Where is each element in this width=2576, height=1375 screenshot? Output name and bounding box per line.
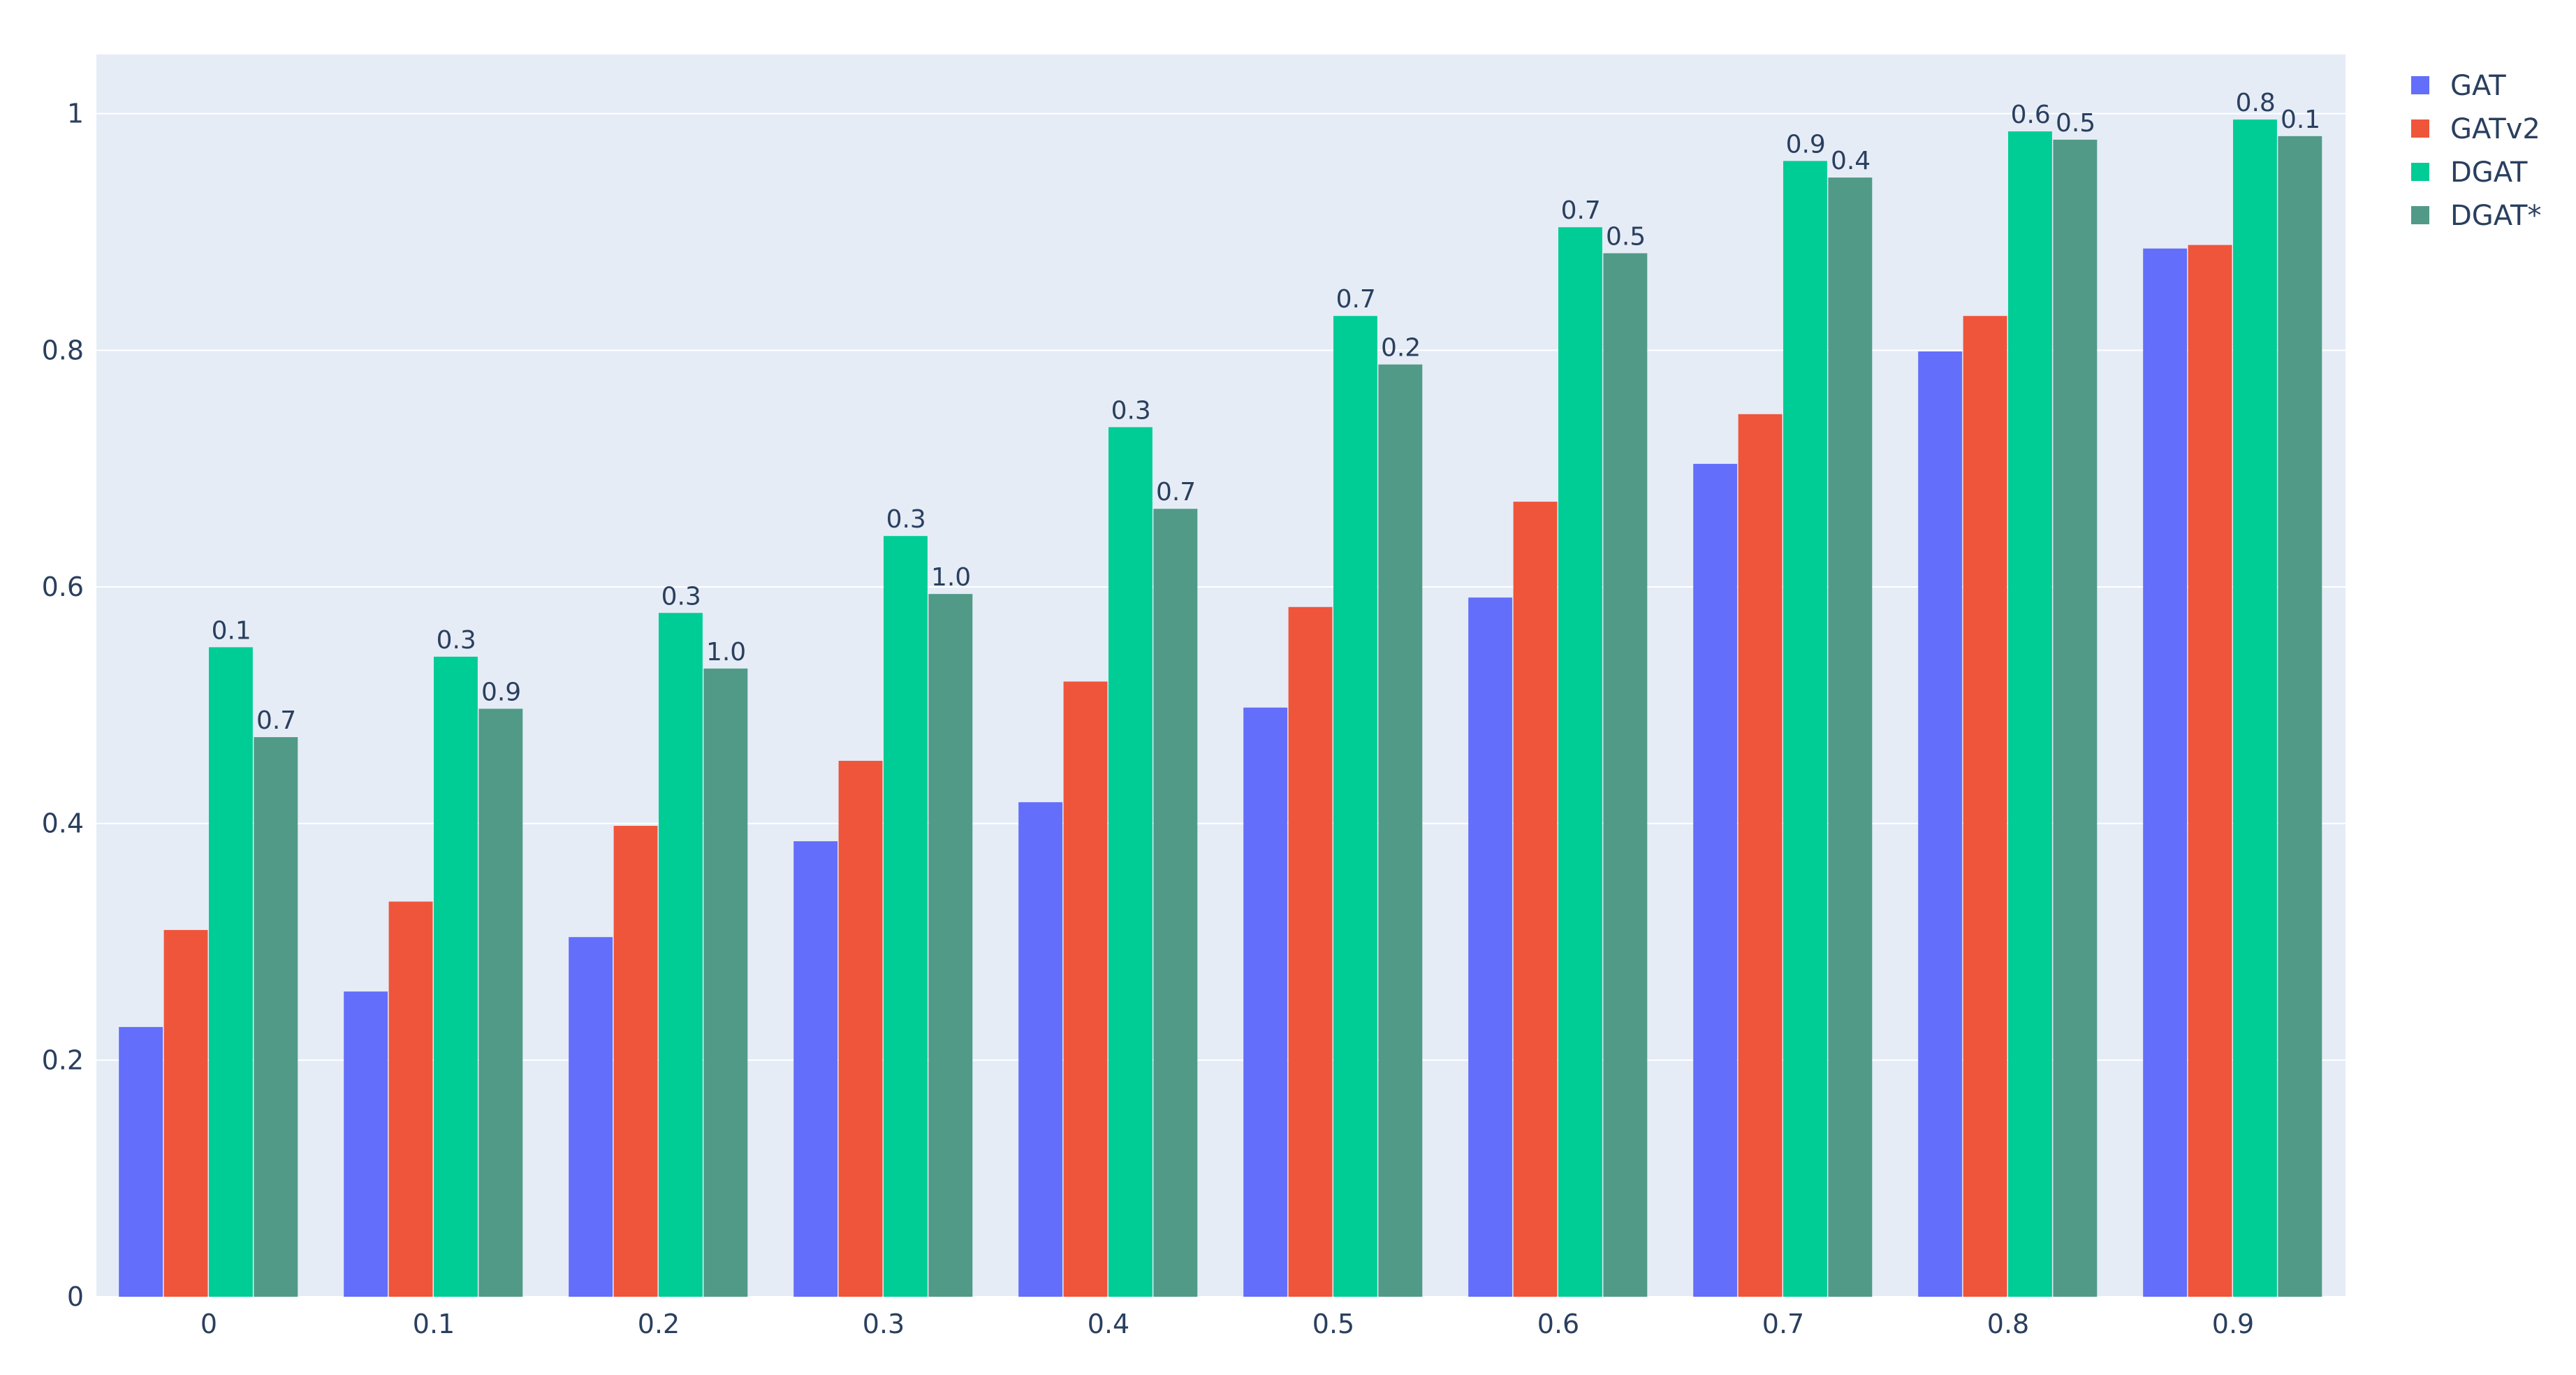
bar-dgat xyxy=(1333,316,1377,1297)
bar-data-label: 0.3 xyxy=(437,626,476,655)
bar-data-label: 1.0 xyxy=(931,563,971,592)
bar-gat xyxy=(1243,707,1288,1297)
legend-label: DGAT xyxy=(2450,157,2528,189)
bar-gat xyxy=(1693,463,1738,1297)
bar-dgat-star xyxy=(703,668,748,1297)
bar-dgat xyxy=(2233,119,2277,1297)
bar-gatv2 xyxy=(838,760,883,1297)
bar-gat xyxy=(119,1026,163,1297)
legend-label: GAT xyxy=(2450,70,2506,102)
legend-swatch xyxy=(2411,119,2429,138)
x-tick-label: 0.1 xyxy=(413,1309,455,1339)
x-tick-label: 0 xyxy=(200,1309,217,1339)
bar-data-label: 0.5 xyxy=(1606,222,1646,251)
bar-gatv2 xyxy=(1963,316,2007,1297)
bar-data-label: 0.3 xyxy=(661,582,701,611)
x-axis-ticks: 0 0.1 0.2 0.3 0.4 0.5 0.6 0.7 0.8 0.9 xyxy=(200,1309,2254,1339)
legend-item[interactable]: DGAT xyxy=(2411,157,2528,189)
bar-data-label: 0.7 xyxy=(1156,478,1196,507)
bar-data-label: 0.7 xyxy=(256,706,296,735)
legend-item[interactable]: DGAT* xyxy=(2411,200,2542,232)
bar-gatv2 xyxy=(1063,681,1108,1297)
legend-swatch xyxy=(2411,163,2429,181)
legend-item[interactable]: GAT xyxy=(2411,70,2506,102)
bar-data-label: 0.5 xyxy=(2056,109,2095,138)
bar-gat xyxy=(569,937,613,1297)
bar-data-label: 0.4 xyxy=(1831,147,1871,175)
bar-dgat xyxy=(1108,427,1152,1297)
bar-dgat-star xyxy=(254,737,298,1297)
bar-gat xyxy=(1018,802,1063,1297)
data-labels: 0.10.70.30.90.31.00.31.00.30.70.70.20.70… xyxy=(212,89,2321,735)
bar-dgat xyxy=(209,647,253,1297)
y-tick-label: 0.6 xyxy=(42,572,84,602)
bar-data-label: 0.1 xyxy=(212,616,251,645)
bar-dgat xyxy=(659,613,703,1297)
x-tick-label: 0.6 xyxy=(1537,1309,1579,1339)
y-tick-label: 0.4 xyxy=(42,808,84,839)
bar-gat xyxy=(1918,351,1963,1297)
bar-dgat xyxy=(434,656,478,1297)
bar-data-label: 0.2 xyxy=(1381,334,1421,363)
legend-item[interactable]: GATv2 xyxy=(2411,113,2540,145)
bar-dgat xyxy=(1558,227,1602,1297)
bar-dgat xyxy=(884,536,928,1297)
bar-data-label: 0.8 xyxy=(2236,89,2276,117)
bar-dgat-star xyxy=(1378,364,1423,1297)
bar-data-label: 0.9 xyxy=(1786,130,1826,159)
bar-dgat-star xyxy=(478,708,523,1297)
bar-data-label: 0.7 xyxy=(1561,196,1601,225)
bar-data-label: 1.0 xyxy=(706,638,746,667)
x-tick-label: 0.7 xyxy=(1762,1309,1804,1339)
bar-gat xyxy=(793,841,838,1297)
legend-swatch xyxy=(2411,76,2429,94)
bar-dgat-star xyxy=(1828,177,1873,1297)
bar-data-label: 0.1 xyxy=(2281,106,2320,134)
bar-data-label: 0.7 xyxy=(1336,285,1376,314)
bar-dgat-star xyxy=(928,594,973,1297)
bar-gatv2 xyxy=(388,901,433,1297)
legend[interactable]: GAT GATv2 DGAT DGAT* xyxy=(2411,70,2542,232)
x-tick-label: 0.8 xyxy=(1987,1309,2029,1339)
x-tick-label: 0.4 xyxy=(1088,1309,1129,1339)
bar-gat xyxy=(344,991,388,1297)
bar-gat xyxy=(2143,248,2188,1297)
x-tick-label: 0.9 xyxy=(2212,1309,2254,1339)
bar-gatv2 xyxy=(1513,502,1558,1297)
y-tick-label: 1 xyxy=(67,99,84,129)
bar-dgat-star xyxy=(2053,139,2098,1297)
bar-data-label: 0.6 xyxy=(2011,101,2051,129)
y-tick-label: 0.8 xyxy=(42,335,84,365)
bar-gat xyxy=(1468,597,1513,1297)
x-tick-label: 0.3 xyxy=(863,1309,905,1339)
y-axis-ticks: 0 0.2 0.4 0.6 0.8 1 xyxy=(42,99,84,1312)
bar-dgat-star xyxy=(1153,509,1198,1297)
legend-label: DGAT* xyxy=(2450,200,2542,232)
bar-gatv2 xyxy=(613,826,658,1297)
bar-gatv2 xyxy=(1738,414,1783,1297)
y-tick-label: 0.2 xyxy=(42,1045,84,1075)
bar-dgat-star xyxy=(1603,253,1648,1297)
x-tick-label: 0.5 xyxy=(1312,1309,1354,1339)
legend-label: GATv2 xyxy=(2450,113,2540,145)
bar-gatv2 xyxy=(1288,606,1333,1297)
bar-dgat-star xyxy=(2278,136,2322,1297)
bar-data-label: 0.9 xyxy=(481,678,521,706)
bar-dgat xyxy=(1783,161,1827,1297)
x-tick-label: 0.2 xyxy=(638,1309,680,1339)
legend-swatch xyxy=(2411,206,2429,224)
bar-data-label: 0.3 xyxy=(886,505,926,534)
bar-gatv2 xyxy=(2188,245,2232,1297)
bar-dgat xyxy=(2008,131,2052,1297)
bar-gatv2 xyxy=(163,930,208,1297)
y-tick-label: 0 xyxy=(67,1281,84,1312)
bars xyxy=(119,119,2322,1297)
bar-data-label: 0.3 xyxy=(1111,396,1151,425)
